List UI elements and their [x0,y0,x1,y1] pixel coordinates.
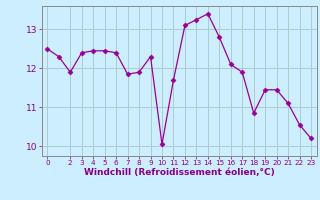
X-axis label: Windchill (Refroidissement éolien,°C): Windchill (Refroidissement éolien,°C) [84,168,275,177]
